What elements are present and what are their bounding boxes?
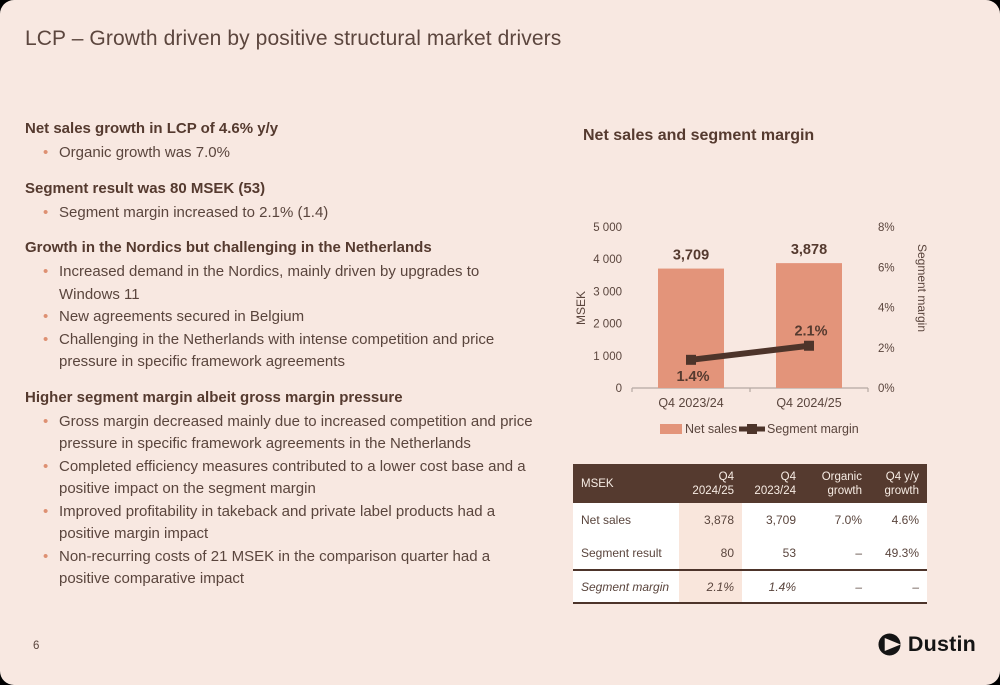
content-section: Higher segment margin albeit gross margi… <box>25 387 537 591</box>
bar-value-label: 3,709 <box>673 248 709 264</box>
bullet-item: Segment margin increased to 2.1% (1.4) <box>25 202 537 225</box>
content-section: Growth in the Nordics but challenging in… <box>25 237 537 374</box>
bullet-item: Increased demand in the Nordics, mainly … <box>25 261 537 306</box>
legend-line-marker <box>747 424 757 434</box>
right-axis-tick: 8% <box>878 222 895 234</box>
bullet-item: Organic growth was 7.0% <box>25 142 537 165</box>
table-row-label: Segment result <box>581 545 662 560</box>
bullet-item: New agreements secured in Belgium <box>25 306 537 329</box>
content-section: Segment result was 80 MSEK (53) Segment m… <box>25 178 537 225</box>
segment-margin-line <box>690 342 810 363</box>
table-header-cell: Q4 2024/25 <box>679 464 742 503</box>
table-header-cell: Q4 y/y growth <box>870 464 927 503</box>
table-header-cell: Q4 2023/24 <box>742 464 804 503</box>
section-heading: Segment result was 80 MSEK (53) <box>25 179 266 197</box>
content-section: Net sales growth in LCP of 4.6% y/y Organ… <box>25 118 537 165</box>
right-axis-tick: 2% <box>878 343 895 355</box>
table-cell: 2.1% <box>679 569 742 602</box>
bullet-list: Segment margin increased to 2.1% (1.4) <box>25 202 537 225</box>
table-cell: – <box>855 545 862 560</box>
table-cell: 3,878 <box>679 503 742 536</box>
line-value-label: 2.1% <box>794 324 827 340</box>
left-column: Net sales growth in LCP of 4.6% y/y Organ… <box>25 112 537 591</box>
legend-netsales-swatch <box>660 424 682 434</box>
x-axis-category: Q4 2024/25 <box>776 396 841 410</box>
chart-title: Net sales and segment margin <box>583 127 815 144</box>
left-axis-tick: 1 000 <box>593 351 622 363</box>
table-row-label: Segment margin <box>573 569 679 602</box>
bullet-item: Challenging in the Netherlands with inte… <box>25 329 537 374</box>
table-cell: 3,709 <box>765 512 796 527</box>
line-marker <box>686 354 696 365</box>
dustin-play-icon <box>878 633 901 656</box>
table-cell: 80 <box>679 536 742 569</box>
left-axis-tick: 4 000 <box>593 254 622 266</box>
table-row-label: Net sales <box>581 512 632 527</box>
table-header-cell: MSEK <box>573 464 679 503</box>
legend-label-netsales: Net sales <box>685 422 737 436</box>
dustin-logo: Dustin <box>878 632 976 657</box>
table-header-cell: Organic growth <box>804 464 870 503</box>
section-heading: Higher segment margin albeit gross margi… <box>25 388 403 406</box>
x-axis-category: Q4 2023/24 <box>658 396 723 410</box>
table-cell: 1.4% <box>742 569 804 602</box>
right-axis-title: Segment margin <box>915 244 929 332</box>
bullet-item: Non-recurring costs of 21 MSEK in the co… <box>25 546 537 591</box>
section-heading: Growth in the Nordics but challenging in… <box>25 239 432 256</box>
table-cell: 7.0% <box>834 512 862 527</box>
bullet-list: Increased demand in the Nordics, mainly … <box>25 261 537 374</box>
bullet-list: Organic growth was 7.0% <box>25 142 537 165</box>
legend-label-segmentmargin: Segment margin <box>767 422 859 436</box>
line-marker <box>804 340 814 351</box>
bar-value-label: 3,878 <box>791 242 827 258</box>
bullet-list: Gross margin decreased mainly due to inc… <box>25 411 537 591</box>
line-value-label: 1.4% <box>676 369 709 385</box>
left-axis-title: MSEK <box>575 291 588 325</box>
left-axis-tick: 2 000 <box>593 319 622 331</box>
table-cell: 53 <box>782 545 796 560</box>
bullet-item: Completed efficiency measures contribute… <box>25 456 537 501</box>
right-axis-tick: 6% <box>878 262 895 274</box>
bullet-item: Gross margin decreased mainly due to inc… <box>25 411 537 456</box>
dustin-logo-text: Dustin <box>907 632 976 656</box>
chart-legend: Net sales Segment margin <box>660 422 859 436</box>
financial-table: MSEK Q4 2024/25 Q4 2023/24 Organic growth Q4… <box>573 464 927 604</box>
bullet-item: Improved profitability in takeback and p… <box>25 501 537 546</box>
net-sales-bar <box>658 268 724 388</box>
slide-title: LCP – Growth driven by positive structur… <box>25 27 562 50</box>
table-cell: – <box>870 569 927 602</box>
table-cell: 49.3% <box>884 545 919 560</box>
table-cell: 4.6% <box>891 512 919 527</box>
left-axis-tick: 3 000 <box>593 286 622 298</box>
left-axis-tick: 5 000 <box>593 222 622 234</box>
net-sales-segment-margin-chart: 5 000 4 000 3 000 2 000 1 000 0 8% 6% 4% 2% 0% MSEK… <box>575 222 929 436</box>
section-heading: Net sales growth in LCP of 4.6% y/y <box>25 120 279 137</box>
table-cell: – <box>804 569 870 602</box>
net-sales-bar <box>776 263 842 388</box>
page-number: 6 <box>33 640 40 652</box>
right-axis-tick: 0% <box>878 383 895 395</box>
right-axis-tick: 4% <box>878 303 895 315</box>
left-axis-tick: 0 <box>616 383 622 395</box>
